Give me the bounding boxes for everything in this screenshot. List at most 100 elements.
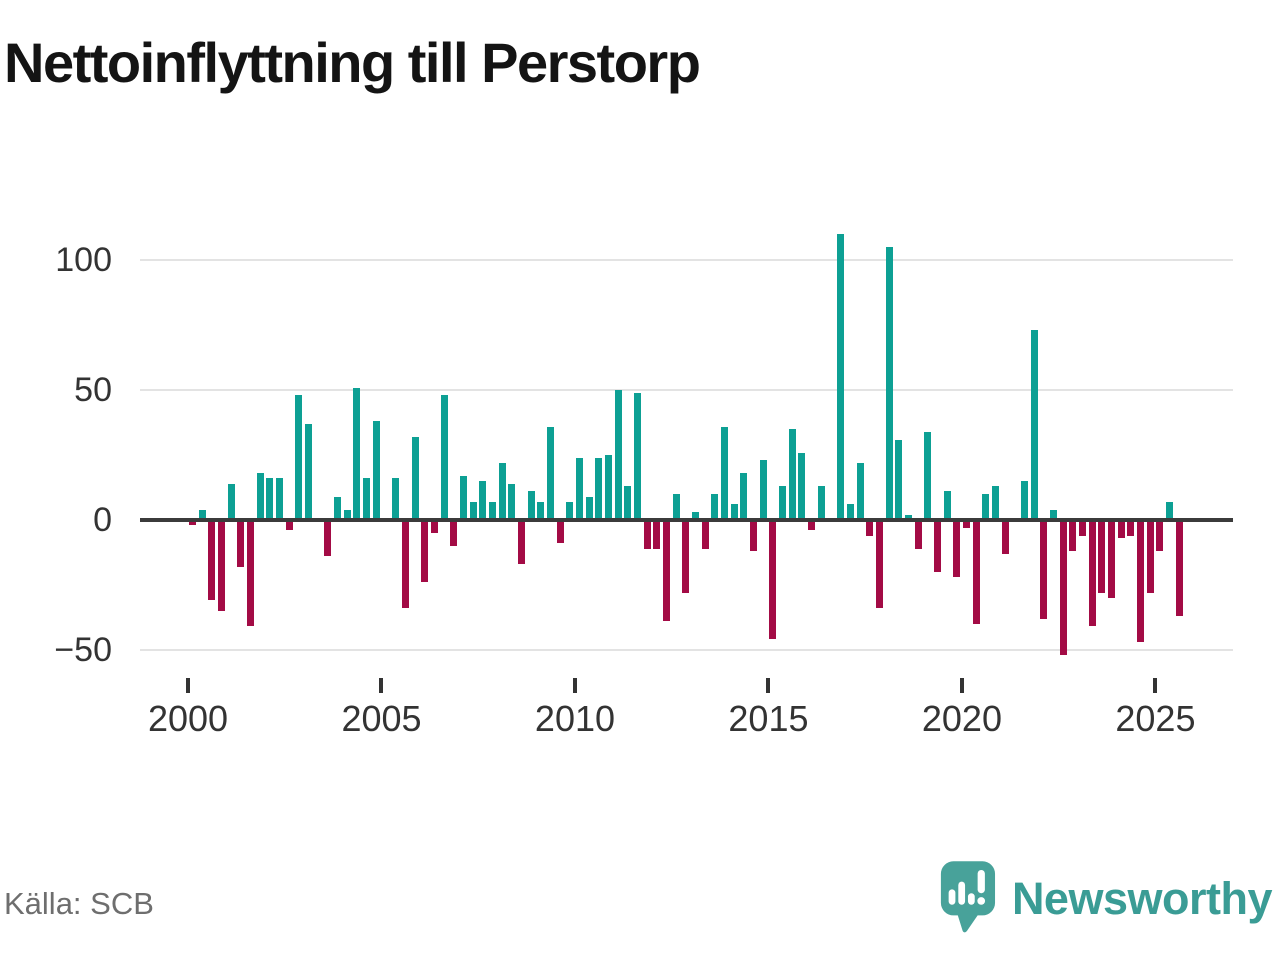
logo-exclamation-dot [977,897,986,905]
bar-2011-q4 [643,520,651,549]
logo-exclamation-bar [977,870,985,894]
y-axis-label: 100 [55,241,112,280]
bar-2021-q1 [1001,520,1009,554]
bar-2001-q3 [247,520,255,627]
bar-2021-q4 [1030,330,1038,520]
bar-2017-q1 [846,504,854,520]
bar-2015-q1 [769,520,777,640]
bar-2010-q4 [604,455,612,520]
bar-2007-q2 [469,501,477,520]
bar-2017-q4 [875,520,883,609]
bar-2006-q2 [430,520,438,533]
gridline--50 [140,648,1233,651]
bar-2022-q2 [1050,509,1057,520]
bar-2025-q1 [1156,520,1164,552]
y-axis-label: 0 [93,501,112,539]
bar-2012-q1 [653,520,661,549]
bar-2014-q4 [759,460,767,520]
x-axis-label-2010: 2010 [534,698,616,739]
bar-2013-q4 [721,426,729,520]
bar-2022-q4 [1069,520,1077,552]
bar-2015-q4 [798,452,806,520]
bar-2019-q3 [943,491,951,520]
logo-bar-1 [948,889,956,905]
bar-2010-q1 [575,457,583,520]
bar-2008-q4 [527,491,535,520]
x-axis-tick-2025 [1153,678,1158,693]
bar-2008-q1 [498,462,506,520]
bar-2009-q4 [566,501,574,520]
bar-2009-q1 [537,501,545,520]
bar-2023-q3 [1098,520,1106,593]
bar-2006-q1 [421,520,429,583]
bar-2024-q3 [1137,520,1145,642]
bar-2000-q2 [198,509,206,520]
bar-2025-q3 [1175,520,1183,617]
bar-2005-q3 [401,520,409,609]
bar-2007-q4 [488,501,496,520]
bar-2020-q4 [991,486,999,520]
bar-2016-q4 [837,234,845,520]
bar-2015-q3 [788,429,796,520]
x-axis-label-2025: 2025 [1115,698,1196,739]
bar-2014-q2 [740,473,748,520]
bar-2024-q1 [1117,520,1125,539]
bar-2011-q2 [624,486,632,520]
bar-2018-q1 [885,247,893,520]
bar-2004-q2 [353,387,361,520]
bar-2019-q4 [953,520,961,578]
bar-2014-q3 [750,520,758,552]
gridline-100 [140,259,1233,262]
x-axis-tick-2020 [959,678,964,693]
bar-2008-q2 [508,483,516,520]
bar-2017-q3 [866,520,874,536]
bar-2003-q4 [334,496,342,520]
bar-2002-q4 [295,395,303,520]
bar-2004-q4 [372,421,380,520]
bar-2020-q3 [982,494,990,520]
bar-2001-q4 [256,473,264,520]
bar-2018-q4 [914,520,922,549]
bar-2000-q4 [218,520,226,611]
bar-2006-q4 [450,520,458,546]
bar-2022-q3 [1059,520,1067,655]
bar-2013-q2 [701,520,709,549]
bar-2002-q3 [285,520,293,531]
newsworthy-logo-icon [940,861,995,933]
bar-2016-q1 [808,520,816,531]
newsworthy-logo: Newsworthy [938,860,1273,938]
bar-2024-q4 [1146,520,1154,593]
bar-2004-q3 [363,478,371,520]
bar-2019-q1 [924,431,932,520]
bar-2020-q1 [962,520,970,528]
bar-2016-q2 [817,486,825,520]
bar-2010-q3 [595,457,603,520]
bar-2013-q1 [692,512,700,520]
y-axis-label: 50 [74,371,112,410]
bar-2001-q1 [227,483,235,520]
bar-2009-q2 [546,426,554,520]
logo-bar-3 [967,893,975,905]
bar-2003-q1 [305,423,313,520]
bar-2024-q2 [1127,520,1135,536]
bar-2007-q1 [459,475,467,520]
bar-2000-q3 [208,520,216,601]
x-axis-tick-2000 [186,678,190,693]
bar-2001-q2 [237,520,245,567]
x-axis-tick-2010 [572,678,577,693]
bar-2019-q2 [933,520,941,572]
bar-2011-q3 [634,392,642,520]
bar-2004-q1 [343,509,351,520]
bar-2007-q3 [479,481,487,520]
chart-title: Nettoinflyttning till Perstorp [4,31,701,94]
x-axis-tick-2015 [766,678,771,693]
bar-2003-q3 [324,520,332,557]
gridline-50 [140,389,1233,392]
bar-2012-q2 [663,520,671,622]
bar-2009-q3 [556,520,564,544]
bar-2015-q2 [779,486,787,520]
bar-2000-q1 [189,520,196,526]
bar-2012-q3 [672,494,680,520]
